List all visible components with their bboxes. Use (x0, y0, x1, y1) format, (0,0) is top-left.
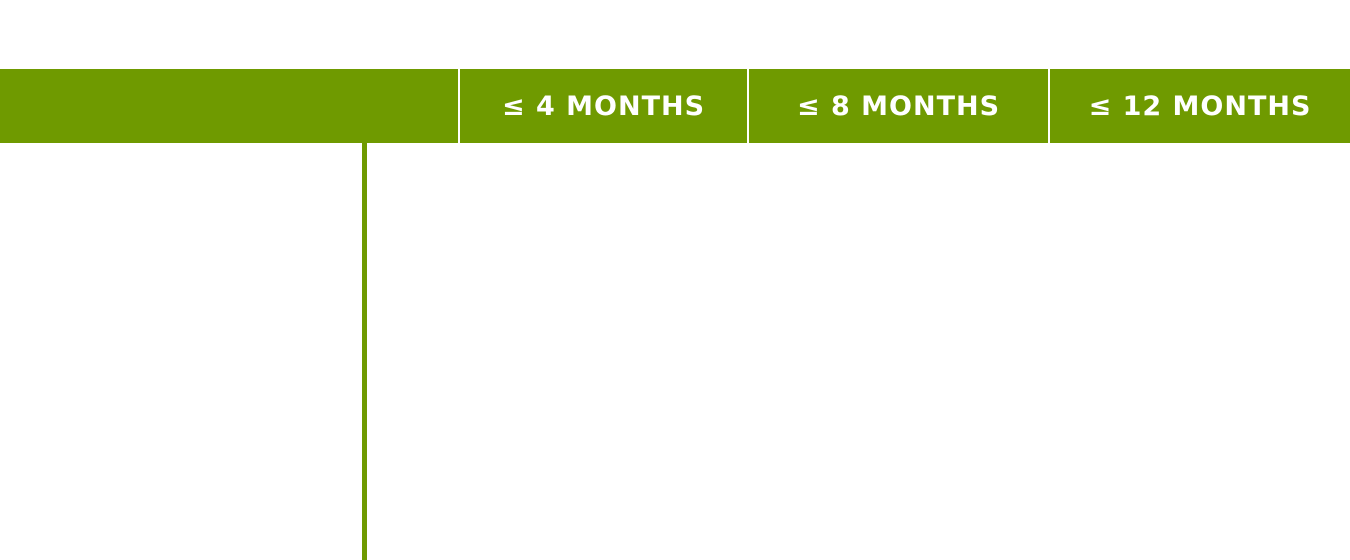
header-cell-12-months: ≤ 12 MONTHS (1050, 69, 1350, 143)
header-label-cell (0, 69, 458, 143)
header-cell-8-months: ≤ 8 MONTHS (749, 69, 1048, 143)
header-cell-4-months: ≤ 4 MONTHS (460, 69, 747, 143)
vertical-divider-line (362, 143, 367, 560)
table-header-row: ≤ 4 MONTHS ≤ 8 MONTHS ≤ 12 MONTHS (0, 69, 1350, 143)
